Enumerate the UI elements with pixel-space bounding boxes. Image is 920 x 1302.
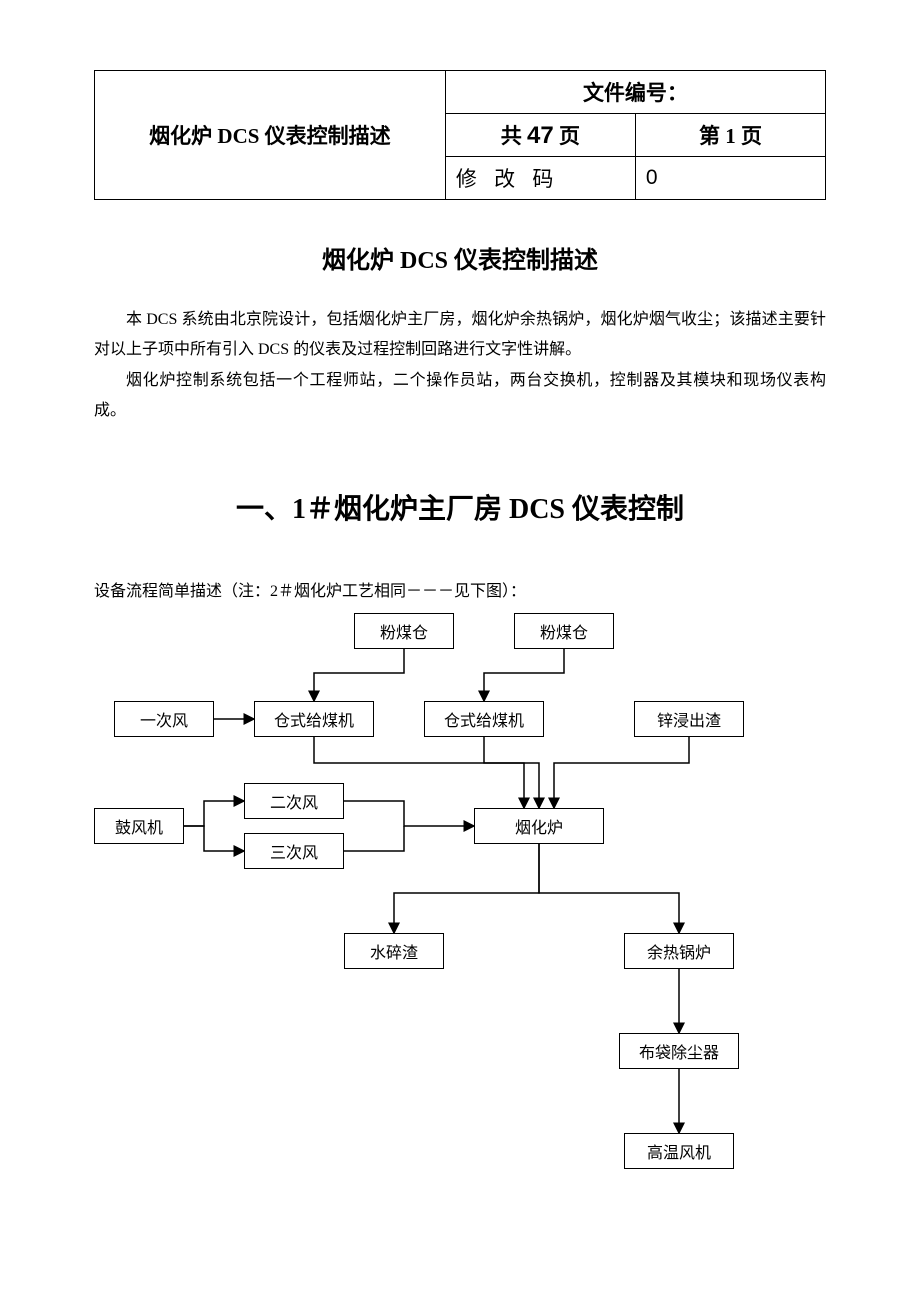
flow-node-coal_bin_r: 粉煤仓 bbox=[514, 613, 614, 649]
flow-node-coal_bin_l: 粉煤仓 bbox=[354, 613, 454, 649]
flow-node-primary_air: 一次风 bbox=[114, 701, 214, 737]
flow-edge-blower-sec_air bbox=[184, 801, 244, 826]
header-title: 烟化炉 DCS 仪表控制描述 bbox=[95, 71, 446, 200]
section-1-title: 一、1＃烟化炉主厂房 DCS 仪表控制 bbox=[94, 487, 826, 527]
flow-edge-furnace-water_slag bbox=[394, 844, 539, 933]
process-flowchart: 粉煤仓 粉煤仓一次风 仓式给煤机 仓式给煤机 锌浸出渣鼓风机 二次风三次风 烟化炉水碎渣 余热… bbox=[94, 613, 826, 1233]
flow-edge-feeder_r-furnace bbox=[484, 737, 539, 808]
flow-node-feeder_l: 仓式给煤机 bbox=[254, 701, 374, 737]
header-pages-total: 共 47 页 bbox=[445, 114, 635, 157]
flow-edge-coal_bin_l-feeder_l bbox=[314, 649, 404, 701]
flow-node-blower: 鼓风机 bbox=[94, 808, 184, 844]
flow-edge-zinc_slag-furnace bbox=[554, 737, 689, 808]
flow-node-hightemp_fan: 高温风机 bbox=[624, 1133, 734, 1169]
flow-node-whboiler: 余热锅炉 bbox=[624, 933, 734, 969]
flow-node-bagfilter: 布袋除尘器 bbox=[619, 1033, 739, 1069]
flow-edge-feeder_l-furnace bbox=[314, 737, 524, 808]
flow-edge-sec_air-furnace bbox=[344, 801, 474, 826]
flow-node-water_slag: 水碎渣 bbox=[344, 933, 444, 969]
document-title: 烟化炉 DCS 仪表控制描述 bbox=[94, 240, 826, 275]
flow-edge-furnace-whboiler bbox=[539, 844, 679, 933]
flow-node-furnace: 烟化炉 bbox=[474, 808, 604, 844]
header-file-no: 文件编号： bbox=[445, 71, 825, 114]
header-page-no: 第 1 页 bbox=[635, 114, 825, 157]
header-rev-value: 0 bbox=[635, 157, 825, 200]
flow-edge-blower-ter_air bbox=[184, 826, 244, 851]
flow-edge-ter_air-furnace bbox=[344, 826, 404, 851]
intro-paragraph-2: 烟化炉控制系统包括一个工程师站，二个操作员站，两台交换机，控制器及其模块和现场仪… bbox=[94, 366, 826, 427]
flow-node-zinc_slag: 锌浸出渣 bbox=[634, 701, 744, 737]
intro-paragraph-1: 本 DCS 系统由北京院设计，包括烟化炉主厂房，烟化炉余热锅炉，烟化炉烟气收尘；… bbox=[94, 305, 826, 366]
doc-header-table: 烟化炉 DCS 仪表控制描述 文件编号： 共 47 页 第 1 页 修 改 码 … bbox=[94, 70, 826, 200]
header-rev-label: 修 改 码 bbox=[445, 157, 635, 200]
flow-node-ter_air: 三次风 bbox=[244, 833, 344, 869]
flow-node-feeder_r: 仓式给煤机 bbox=[424, 701, 544, 737]
flow-edge-coal_bin_r-feeder_r bbox=[484, 649, 564, 701]
flowchart-caption: 设备流程简单描述（注：2＃烟化炉工艺相同－－－见下图）： bbox=[94, 577, 826, 601]
flow-node-sec_air: 二次风 bbox=[244, 783, 344, 819]
